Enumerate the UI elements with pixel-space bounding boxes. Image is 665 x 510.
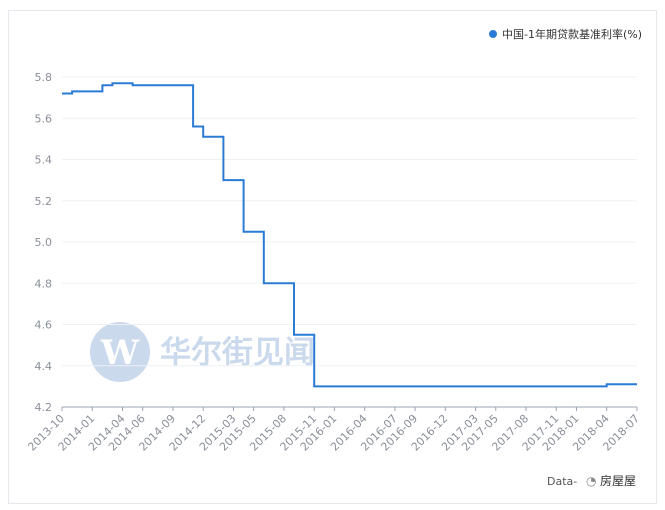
y-tick-label: 5.8: [35, 71, 53, 84]
y-tick-label: 5.0: [35, 236, 53, 249]
x-axis: 2013-102014-012014-042014-062014-092014-…: [25, 407, 642, 454]
y-axis: 4.2 4.4 4.6 4.8 5.0 5.2 5.4 5.6 5.8: [35, 71, 53, 414]
wechat-icon: ◔: [586, 474, 596, 488]
credit-suffix: 房屋屋: [600, 473, 636, 488]
watermark-logo-letter: W: [100, 333, 140, 373]
y-tick-label: 5.6: [35, 112, 53, 125]
y-tick-label: 4.4: [35, 360, 53, 373]
credit: Data- ◔ 房屋屋: [547, 473, 636, 488]
y-tick-label: 5.4: [35, 154, 53, 167]
y-tick-label: 4.2: [35, 401, 53, 414]
y-tick-label: 4.8: [35, 277, 53, 290]
watermark-logo-icon: [90, 322, 150, 382]
watermark-text: 华尔街见闻: [160, 335, 315, 371]
credit-prefix: Data-: [547, 475, 577, 488]
legend[interactable]: 中国-1年期贷款基准利率(%): [489, 27, 642, 41]
gridlines: [62, 76, 637, 367]
y-tick-label: 4.6: [35, 319, 53, 332]
y-tick-label: 5.2: [35, 195, 53, 208]
legend-label: 中国-1年期贷款基准利率(%): [502, 27, 642, 41]
chart-frame: [8, 10, 657, 504]
series-group: [62, 82, 637, 388]
series-line-0[interactable]: [62, 82, 637, 388]
legend-marker: [489, 30, 497, 38]
watermark: W 华尔街见闻: [90, 322, 315, 382]
